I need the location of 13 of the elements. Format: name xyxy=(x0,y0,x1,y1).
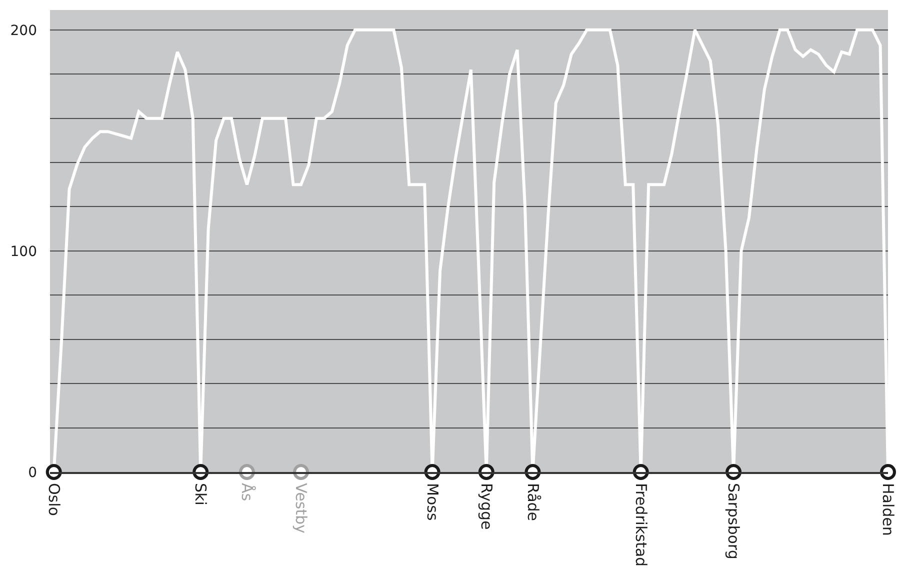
x-tick-label: Ås xyxy=(238,483,256,502)
x-tick-label: Ski xyxy=(192,483,210,506)
x-tick-label: Halden xyxy=(879,483,898,536)
y-tick-label: 0 xyxy=(28,464,37,481)
x-tick-label: Oslo xyxy=(44,483,63,516)
x-tick-label: Moss xyxy=(423,483,442,521)
x-tick-label: Rygge xyxy=(478,483,496,530)
x-tick-label: Vestby xyxy=(292,483,310,534)
x-tick-label: Råde xyxy=(524,483,542,522)
x-tick-label: Sarpsborg xyxy=(724,483,743,560)
y-tick-label: 200 xyxy=(10,22,37,39)
y-tick-label: 100 xyxy=(10,244,37,260)
x-tick-label: Fredrikstad xyxy=(632,483,650,567)
